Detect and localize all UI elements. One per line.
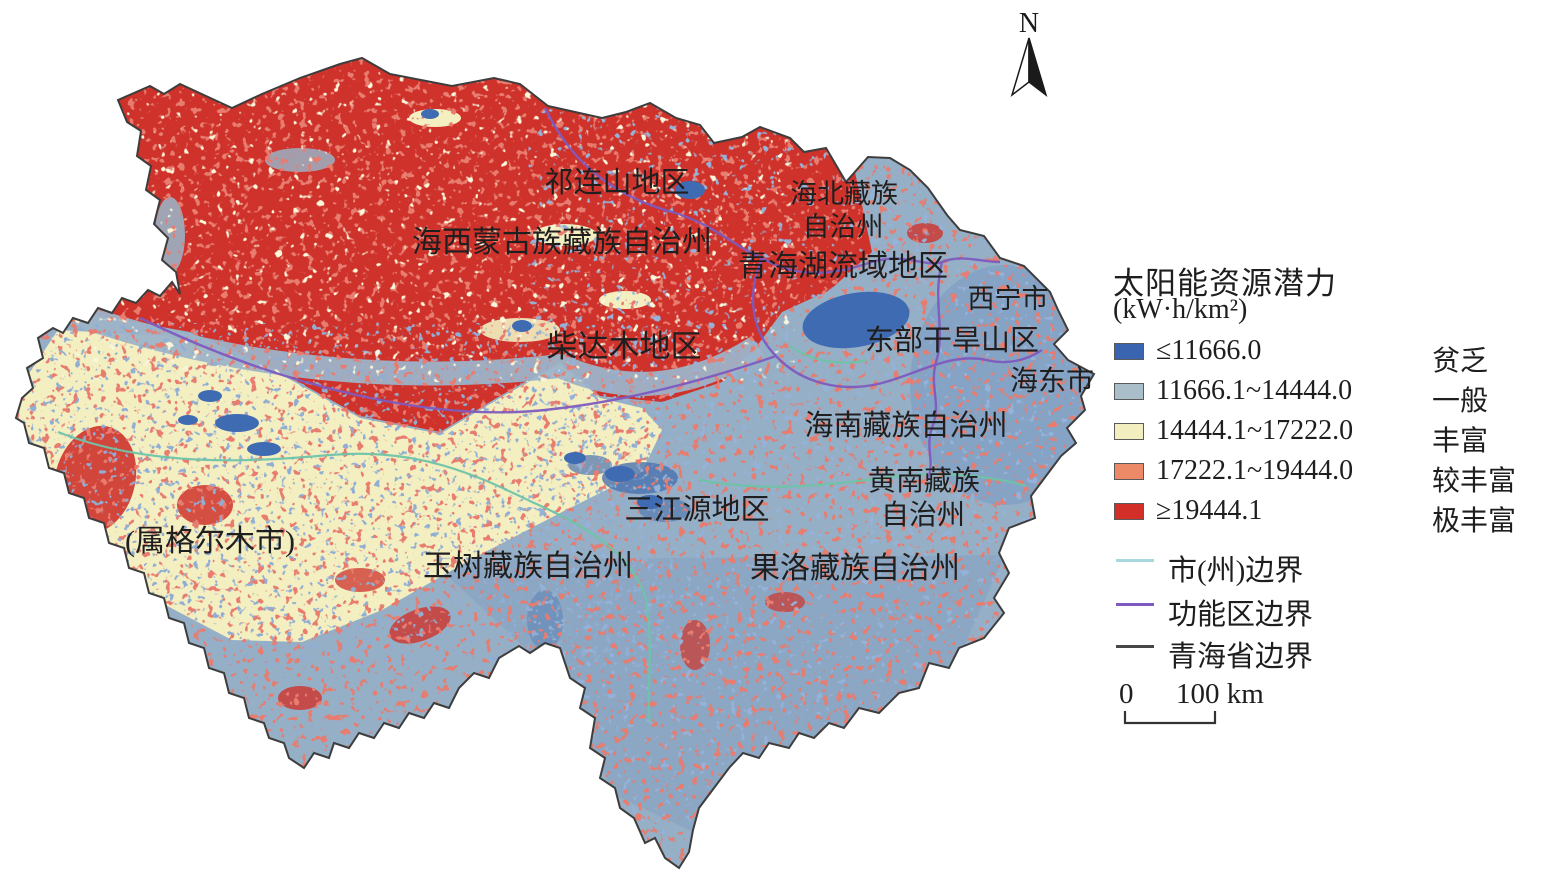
map-label-haibei-1: 海北藏族 (790, 179, 898, 209)
legend-range: 14444.1~17222.0 (1156, 415, 1354, 446)
map-label-hainan: 海南藏族自治州 (804, 409, 1007, 442)
lake (564, 452, 586, 464)
qinghai-lake (802, 291, 910, 349)
city-boundary-lines (57, 345, 1027, 723)
map-label-qaidam: 柴达木地区 (547, 329, 702, 364)
map-label-haidong: 海东市 (1010, 365, 1094, 397)
lake (198, 390, 222, 402)
red-patch (953, 185, 977, 225)
map-label-haixi: 海西蒙古族藏族自治州 (412, 226, 712, 259)
legend-swatch-poor (1114, 342, 1144, 360)
province-raster (16, 58, 1094, 868)
legend-class-row: 11666.1~14444.0 (1114, 375, 1352, 406)
legend-label-province-boundary: 青海省边界 (1168, 641, 1314, 673)
legend-range: ≥19444.1 (1156, 495, 1263, 526)
legend-swatch-general (1114, 382, 1144, 400)
map-label-eastern-arid: 东部干旱山区 (865, 324, 1039, 357)
map-label-huangnan-2: 自治州 (881, 499, 965, 531)
legend-title: 太阳能资源潜力 (1113, 266, 1337, 301)
map-label-yushu: 玉树藏族自治州 (423, 550, 633, 583)
functional-zone-boundary-lines (139, 107, 1043, 479)
scale-bar-start: 0 (1119, 678, 1134, 710)
legend-class-row: ≥19444.1 (1114, 495, 1262, 526)
map-label-haibei-2: 自治州 (803, 212, 884, 242)
legend-grade-general: 一般 (1432, 386, 1489, 417)
map-label-guoluo: 果洛藏族自治州 (750, 552, 960, 585)
legend-swatch-extremely-rich (1114, 502, 1144, 520)
legend-grade-extremely-rich: 极丰富 (1432, 506, 1517, 537)
scale-bar-end: 100 km (1176, 678, 1264, 710)
legend-class-row: ≤11666.0 (1114, 335, 1261, 366)
legend-line-province-boundary (1116, 645, 1154, 648)
legend-swatch-rich (1114, 422, 1144, 440)
speckle-yellow-nw (60, 58, 780, 375)
legend-line-city-boundary (1116, 559, 1154, 562)
legend-range: ≤11666.0 (1156, 335, 1262, 366)
map-label-golmud: (属格尔木市) (125, 525, 295, 558)
map-label-huangnan-1: 黄南藏族 (868, 465, 980, 497)
north-arrow-left-half (1010, 37, 1030, 97)
lake (247, 442, 281, 456)
legend-grade-rich: 丰富 (1432, 426, 1489, 457)
map-labels: 祁连山地区 海北藏族 自治州 海西蒙古族藏族自治州 青海湖流域地区 西宁市 柴达… (125, 166, 1094, 585)
lake (675, 181, 705, 199)
legend-grade-fairly-rich: 较丰富 (1432, 466, 1517, 497)
lake (178, 415, 198, 425)
lake (215, 414, 259, 432)
north-arrow-label: N (1019, 8, 1039, 39)
lake (421, 109, 439, 119)
legend-unit: (kW·h/km²) (1113, 294, 1248, 325)
lakes (178, 109, 910, 509)
legend-swatch-fairly-rich (1114, 462, 1144, 480)
legend-class-row: 14444.1~17222.0 (1114, 415, 1353, 446)
map-label-sanjiangyuan: 三江源地区 (624, 493, 769, 526)
legend-range: 17222.1~19444.0 (1156, 455, 1354, 486)
scale-bar (1123, 711, 1217, 725)
red-patch (837, 103, 893, 133)
legend-grade-poor: 贫乏 (1432, 346, 1489, 377)
map-label-xining: 西宁市 (968, 284, 1049, 314)
lake (637, 495, 663, 509)
map-label-qinghai-lake-basin: 青海湖流域地区 (738, 250, 948, 283)
legend-line-functional-boundary (1116, 603, 1154, 606)
legend-range: 11666.1~14444.0 (1156, 375, 1353, 406)
map-label-qilianshan: 祁连山地区 (544, 166, 689, 199)
north-arrow: N (1010, 8, 1048, 97)
legend-label-city-boundary: 市(州)边界 (1168, 555, 1304, 587)
lake (605, 466, 635, 482)
legend-label-functional-boundary: 功能区边界 (1168, 599, 1314, 631)
north-arrow-right-half (1028, 37, 1048, 97)
legend-class-row: 17222.1~19444.0 (1114, 455, 1353, 486)
lake (512, 320, 532, 332)
